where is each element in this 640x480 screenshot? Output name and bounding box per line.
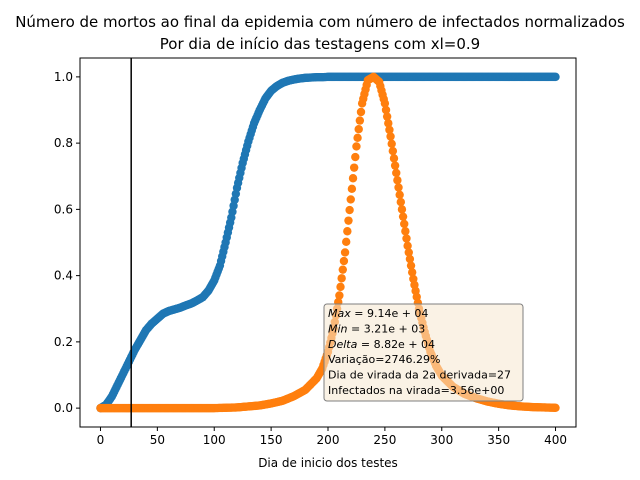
series-2-point [551,403,560,412]
series-2-point [345,205,354,215]
series-2-point [385,125,394,135]
x-tick-label: 0 [97,433,105,447]
series-2-point [393,176,402,185]
x-tick-label: 400 [544,433,567,447]
annotation-line: Infectados na virada=3.56e+00 [328,384,504,397]
series-2-point [397,205,407,214]
y-tick-label: 0.4 [54,269,73,283]
series-2-point [398,212,408,221]
annotation-box [323,303,524,402]
x-tick-label: 250 [373,433,396,447]
series-2-point [401,227,410,236]
series-2-point [380,99,390,108]
series-2-point [390,161,400,170]
annotation-line: Max = 9.14e + 04 [328,307,428,320]
annotation-line: Dia de virada da 2a derivada=27 [328,369,511,382]
series-2-point [346,195,355,204]
series-2-point [400,219,409,229]
series-2-point [403,241,412,251]
series-2-point [353,133,362,143]
series-2-point [394,183,403,192]
series-2-point [335,291,344,300]
series-2-point [388,146,398,156]
y-tick-label: 0.2 [54,335,73,349]
y-tick-label: 0.0 [54,401,73,415]
x-tick-label: 150 [260,433,283,447]
series-2-point [387,139,396,148]
series-2-point [402,234,411,243]
x-axis-label: Dia de inicio dos testes [258,456,398,470]
series-2-point [389,154,399,163]
series-2-point [338,265,347,274]
series-1-point [551,72,560,82]
x-tick-label: 50 [150,433,165,447]
series-2-point [340,248,350,257]
annotation-line: Delta = 8.82e + 04 [328,338,435,351]
series-2-point [352,142,361,151]
series-2-point [392,168,401,178]
series-2-point [343,227,352,236]
series-2-point [336,282,345,292]
series-2-point [349,163,359,172]
series-2-point [344,216,353,225]
y-tick-label: 0.8 [54,136,73,150]
series-2-point [404,248,413,257]
series-2-point [354,125,363,134]
x-tick-label: 200 [317,433,340,447]
plot-area: 0 50 100 150 200 250 300 350 400 0.0 0.2 0.4 0.6 0.8 1… [54,57,577,447]
series-2-point [339,256,349,266]
series-2-point [356,107,366,117]
series-2-point [395,190,404,200]
series-2-point [355,116,365,125]
series-2-point [407,268,417,277]
x-tick-label: 100 [203,433,226,447]
annotation-line: Variação=2746.29% [328,353,440,366]
series-2-point [396,197,406,207]
x-tick-label: 300 [430,433,453,447]
annotation-line: Min = 3.21e + 03 [328,322,425,335]
series-2-point [406,261,416,270]
series-2-point [347,184,357,194]
series-2-point [386,132,395,141]
series-2-point [381,105,391,115]
series-2-point [348,174,358,183]
series-2-point [384,119,393,128]
chart-title: Número de mortos ao final da epidemia co… [15,13,625,31]
y-tick-label: 1.0 [54,70,73,84]
y-tick-label: 0.6 [54,202,73,216]
x-tick-label: 350 [487,433,510,447]
chart-subtitle: Por dia de início das testagens com xl=0… [160,35,480,53]
series-2-point [342,237,351,247]
series-2-point [351,152,360,162]
series-2-point [337,274,346,283]
series-2-point [382,112,392,121]
series-2-point [405,254,415,264]
